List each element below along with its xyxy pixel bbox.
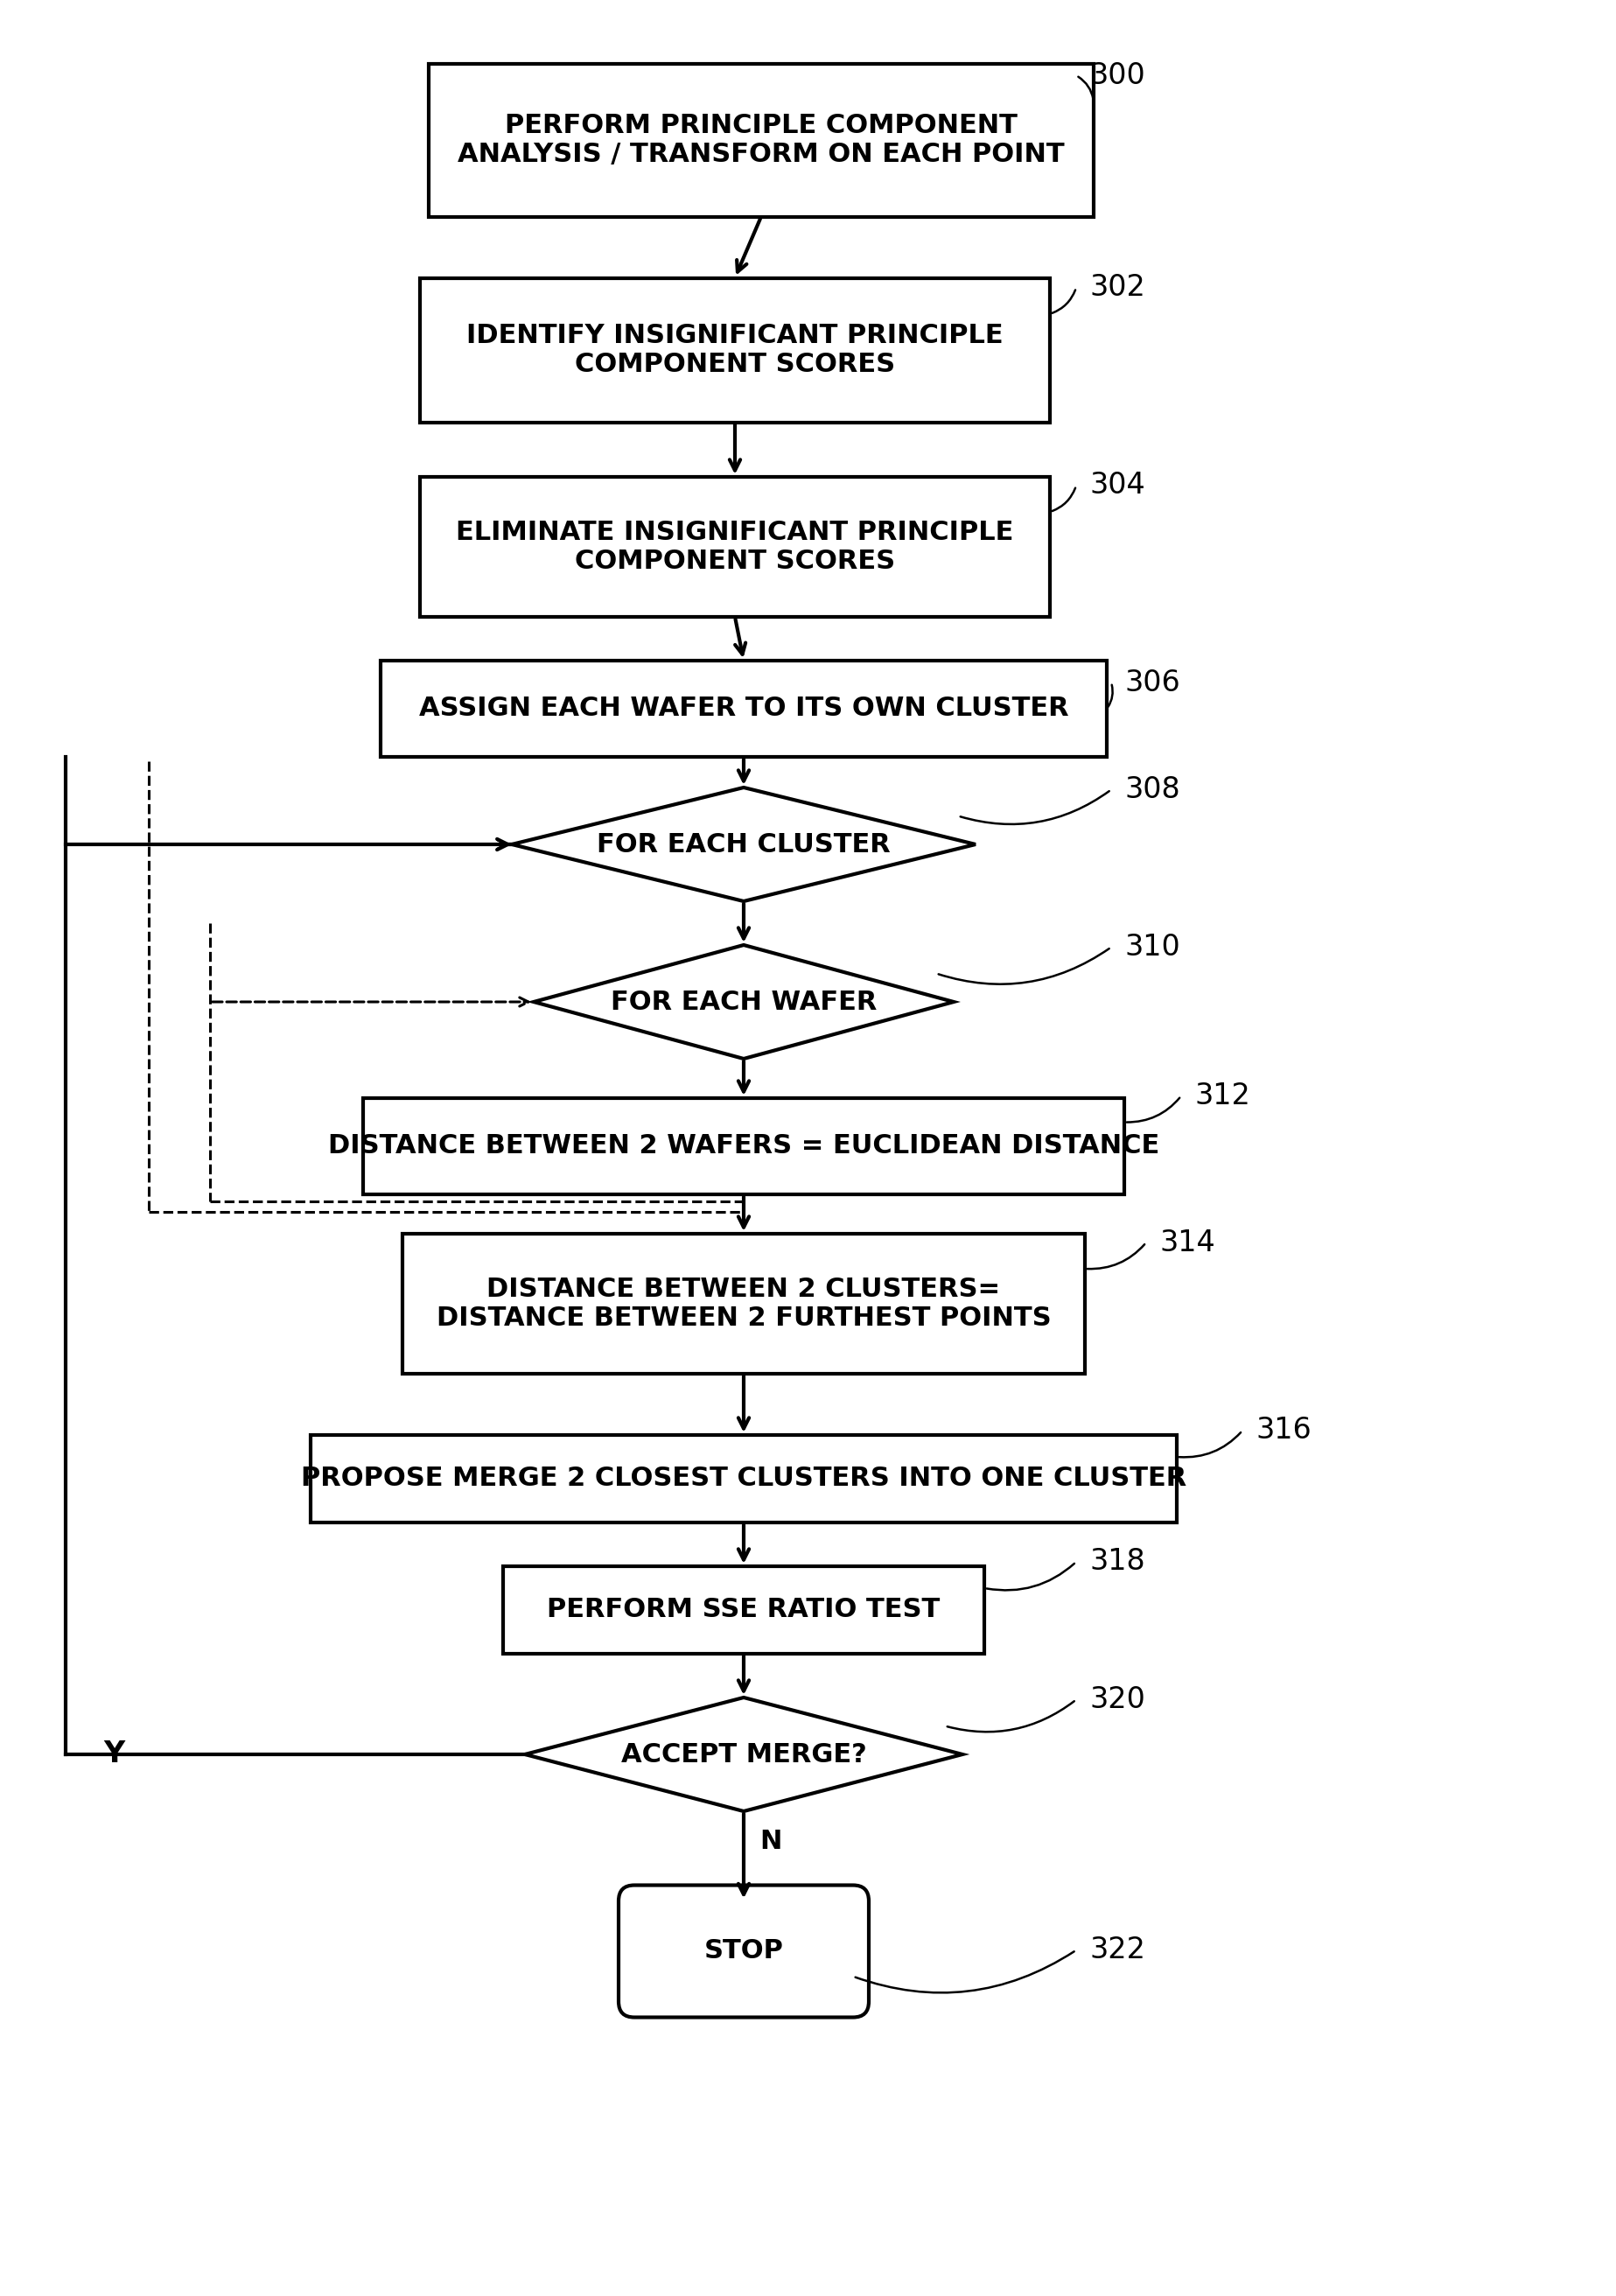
Text: 308: 308: [1125, 776, 1180, 804]
Text: FOR EACH CLUSTER: FOR EACH CLUSTER: [596, 831, 890, 856]
Text: ELIMINATE INSIGNIFICANT PRINCIPLE
COMPONENT SCORES: ELIMINATE INSIGNIFICANT PRINCIPLE COMPON…: [456, 519, 1013, 574]
FancyBboxPatch shape: [503, 1566, 984, 1653]
Text: PERFORM PRINCIPLE COMPONENT
ANALYSIS / TRANSFORM ON EACH POINT: PERFORM PRINCIPLE COMPONENT ANALYSIS / T…: [457, 113, 1065, 168]
Text: 306: 306: [1125, 668, 1180, 698]
Text: 300: 300: [1089, 62, 1146, 90]
Text: 318: 318: [1089, 1548, 1146, 1577]
Text: PROPOSE MERGE 2 CLOSEST CLUSTERS INTO ONE CLUSTER: PROPOSE MERGE 2 CLOSEST CLUSTERS INTO ON…: [301, 1467, 1186, 1492]
FancyBboxPatch shape: [619, 1885, 869, 2018]
FancyBboxPatch shape: [381, 661, 1107, 758]
Text: 302: 302: [1089, 273, 1146, 303]
Text: FOR EACH WAFER: FOR EACH WAFER: [611, 990, 877, 1015]
Text: ASSIGN EACH WAFER TO ITS OWN CLUSTER: ASSIGN EACH WAFER TO ITS OWN CLUSTER: [419, 696, 1068, 721]
Text: 320: 320: [1089, 1685, 1146, 1715]
Text: 314: 314: [1159, 1228, 1215, 1256]
FancyBboxPatch shape: [428, 64, 1094, 216]
FancyBboxPatch shape: [310, 1435, 1176, 1522]
Text: N: N: [760, 1828, 782, 1855]
Polygon shape: [512, 788, 976, 902]
FancyBboxPatch shape: [364, 1097, 1125, 1194]
Text: IDENTIFY INSIGNIFICANT PRINCIPLE
COMPONENT SCORES: IDENTIFY INSIGNIFICANT PRINCIPLE COMPONE…: [467, 324, 1004, 377]
FancyBboxPatch shape: [420, 478, 1050, 618]
FancyBboxPatch shape: [420, 278, 1050, 422]
Text: 316: 316: [1256, 1417, 1311, 1444]
Text: DISTANCE BETWEEN 2 CLUSTERS=
DISTANCE BETWEEN 2 FURTHEST POINTS: DISTANCE BETWEEN 2 CLUSTERS= DISTANCE BE…: [436, 1277, 1050, 1332]
Text: 304: 304: [1089, 471, 1146, 501]
Text: PERFORM SSE RATIO TEST: PERFORM SSE RATIO TEST: [548, 1598, 941, 1623]
Text: 310: 310: [1125, 932, 1180, 962]
Text: STOP: STOP: [705, 1938, 784, 1963]
Polygon shape: [533, 946, 953, 1058]
Text: DISTANCE BETWEEN 2 WAFERS = EUCLIDEAN DISTANCE: DISTANCE BETWEEN 2 WAFERS = EUCLIDEAN DI…: [328, 1134, 1159, 1159]
Polygon shape: [525, 1697, 963, 1812]
Text: 312: 312: [1194, 1081, 1251, 1111]
FancyBboxPatch shape: [402, 1233, 1084, 1373]
Text: ACCEPT MERGE?: ACCEPT MERGE?: [621, 1743, 866, 1768]
Text: 322: 322: [1089, 1936, 1146, 1965]
Text: Y: Y: [103, 1740, 124, 1768]
